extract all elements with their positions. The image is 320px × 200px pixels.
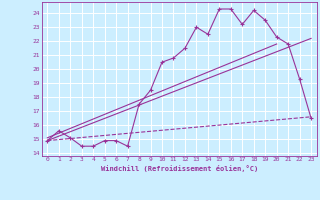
X-axis label: Windchill (Refroidissement éolien,°C): Windchill (Refroidissement éolien,°C) [100, 165, 258, 172]
